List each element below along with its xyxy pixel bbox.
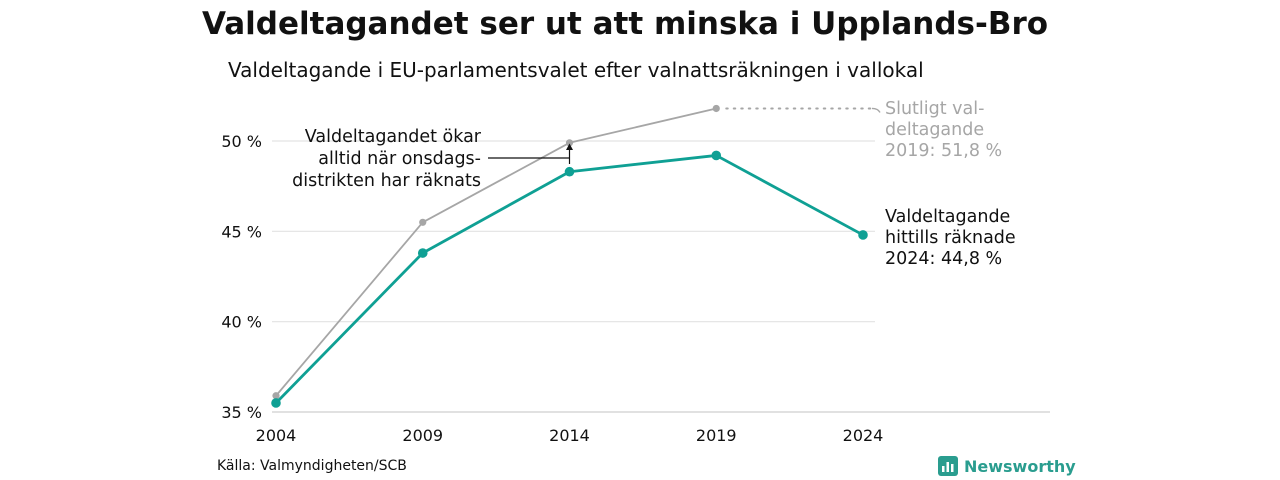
- y-tick-label: 35 %: [221, 403, 262, 422]
- y-tick-label: 45 %: [221, 222, 262, 241]
- x-tick-label: 2019: [696, 426, 737, 445]
- chart-subtitle: Valdeltagande i EU-parlamentsvalet efter…: [228, 58, 924, 82]
- y-tick-label: 40 %: [221, 313, 262, 332]
- y-tick-label: 50 %: [221, 132, 262, 151]
- newsworthy-logo-icon: [938, 456, 958, 476]
- final-series-label: 2019: 51,8 %: [885, 141, 1002, 161]
- series: [271, 104, 868, 408]
- annotation-arrow-head: [566, 143, 573, 150]
- prelim-series-label: 2024: 44,8 %: [885, 249, 1002, 269]
- x-tick-label: 2009: [402, 426, 443, 445]
- data-point-prelim: [564, 166, 575, 177]
- prelim-series-label: Valdeltagande: [885, 207, 1010, 227]
- final-leader-hook: [871, 107, 881, 113]
- data-point-final: [272, 392, 280, 400]
- data-point-prelim: [858, 230, 868, 240]
- chart-title: Valdeltagandet ser ut att minska i Uppla…: [201, 6, 1049, 42]
- x-tick-label: 2024: [843, 426, 884, 445]
- final-series-label: deltagande: [885, 120, 984, 140]
- data-point-final: [419, 218, 427, 226]
- source-note: Källa: Valmyndigheten/SCB: [217, 458, 407, 474]
- annotation-note: Valdeltagandet ökar: [305, 127, 482, 147]
- series-line-prelim: [274, 154, 865, 405]
- series-line-final: [275, 107, 718, 397]
- annotation-note: alltid när onsdags-: [318, 149, 481, 169]
- x-tick-label: 2004: [256, 426, 297, 445]
- axes: 35 % 40 % 45 % 50 % 2004 2009 2014 2019 2024: [221, 132, 883, 445]
- brand-logo: Newsworthy: [938, 455, 1076, 477]
- brand-name: Newsworthy: [964, 456, 1076, 476]
- data-point-final: [712, 104, 720, 113]
- prelim-series-label: hittills räknade: [885, 228, 1016, 248]
- data-point-prelim: [417, 248, 428, 258]
- data-point-final: [565, 139, 574, 147]
- data-point-prelim: [711, 150, 722, 161]
- annotation-note: distrikten har räknats: [292, 171, 481, 191]
- x-tick-label: 2014: [549, 426, 590, 445]
- final-series-label: Slutligt val-: [885, 99, 984, 119]
- data-point-prelim: [271, 398, 281, 408]
